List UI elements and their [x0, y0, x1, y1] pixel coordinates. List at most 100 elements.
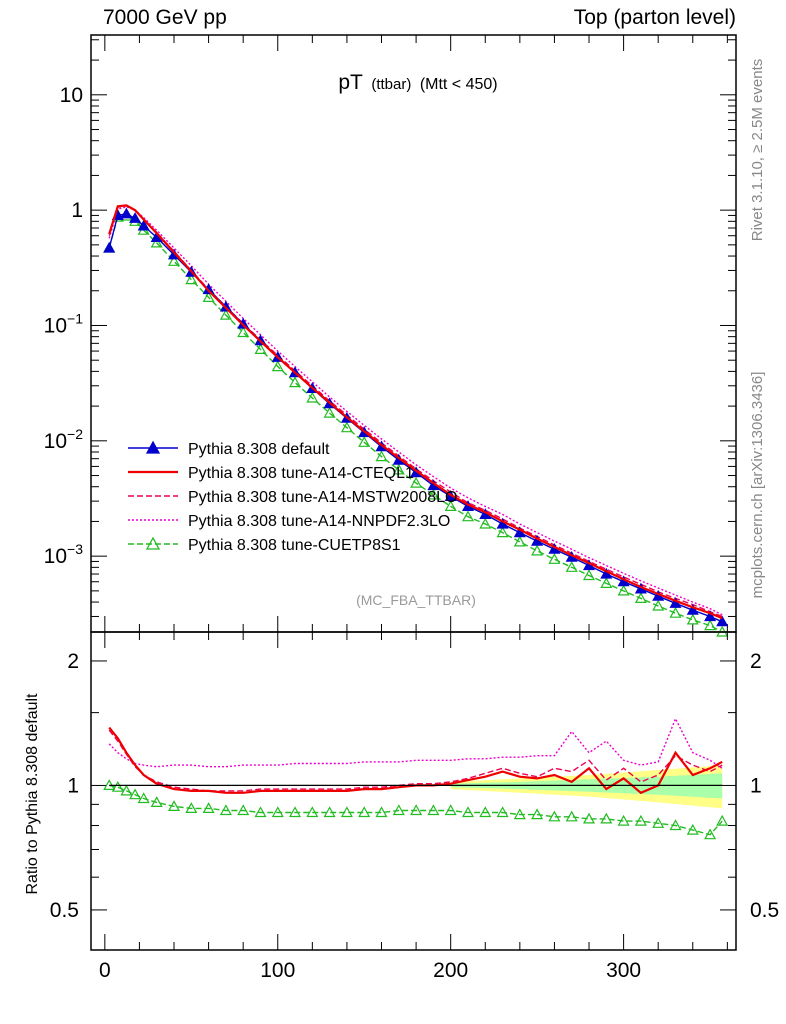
series-point-cuetp8s1: [392, 463, 405, 475]
plot-title: pT (ttbar) (Mtt < 450): [338, 71, 497, 94]
series-point-cuetp8s1: [219, 308, 232, 320]
series-point-cuetp8s1: [496, 526, 509, 538]
ratio-point-cuetp8s1: [531, 808, 544, 820]
ratio-point-cuetp8s1: [392, 804, 405, 816]
ratio-point-cuetp8s1: [111, 780, 124, 792]
legend-marker-default: [145, 440, 161, 454]
series-point-cuetp8s1: [617, 584, 630, 596]
main-ytick-label-base: 1: [71, 199, 83, 222]
ratio-series-group: [103, 717, 729, 840]
ratio-point-cuetp8s1: [496, 806, 509, 818]
legend: Pythia 8.308 default Pythia 8.308 tune-A1…: [128, 440, 457, 554]
series-line-nnpdf: [108, 206, 723, 616]
main-ytick-label: 10−3: [44, 541, 84, 568]
series-point-default: [137, 219, 150, 231]
ratio-ytick-label: 1: [67, 774, 79, 797]
main-ytick-label-base: 10: [44, 430, 67, 453]
series-point-cuetp8s1: [600, 577, 613, 589]
main-ytick-label: 10−2: [44, 426, 84, 453]
ratio-point-cuetp8s1: [410, 804, 423, 816]
ratio-ytick-label-right: 2: [750, 650, 762, 673]
series-point-cuetp8s1: [634, 592, 647, 604]
ratio-point-cuetp8s1: [427, 804, 440, 816]
ratio-point-cuetp8s1: [167, 800, 181, 812]
ratio-point-cuetp8s1: [358, 806, 371, 818]
legend-label-default: Pythia 8.308 default: [188, 441, 330, 458]
legend-entry-mstw: Pythia 8.308 tune-A14-MSTW2008LO: [128, 489, 457, 506]
ratio-point-cuetp8s1: [479, 806, 492, 818]
series-point-default: [686, 603, 699, 615]
ratio-xtick-label: 0: [99, 959, 111, 982]
series-line-mstw: [108, 205, 723, 618]
ratio-point-cuetp8s1: [137, 792, 150, 804]
series-point-cuetp8s1: [202, 291, 215, 302]
ratio-point-cuetp8s1: [716, 814, 729, 826]
legend-entry-cteql1: Pythia 8.308 tune-A14-CTEQL1: [128, 465, 414, 482]
ratio-point-cuetp8s1: [582, 812, 596, 824]
series-point-cuetp8s1: [410, 476, 423, 488]
ratio-point-cuetp8s1: [548, 810, 561, 822]
ratio-point-cuetp8s1: [634, 814, 647, 826]
ratio-point-cuetp8s1: [375, 806, 388, 818]
series-point-cuetp8s1: [306, 391, 319, 403]
ratio-xtick-label: 200: [433, 959, 468, 982]
ratio-xtick-label: 100: [260, 959, 295, 982]
rivet-version-label: Rivet 3.1.10, ≥ 2.5M events: [749, 59, 766, 242]
series-line-cteql1: [108, 204, 723, 620]
series-point-cuetp8s1: [548, 553, 561, 564]
main-ytick-label-exp: −3: [67, 541, 83, 557]
series-point-cuetp8s1: [582, 569, 596, 581]
series-point-cuetp8s1: [271, 360, 284, 372]
series-point-cuetp8s1: [167, 255, 181, 266]
series-point-cuetp8s1: [565, 561, 578, 572]
series-point-cuetp8s1: [652, 599, 665, 611]
header-left: 7000 GeV pp: [103, 6, 227, 29]
ratio-point-cuetp8s1: [202, 802, 215, 814]
ratio-point-cuetp8s1: [340, 806, 353, 818]
ratio-ytick-label: 2: [67, 650, 79, 673]
mcplots-credit-label: mcplots.cern.ch [arXiv:1306.3436]: [749, 372, 766, 599]
ratio-point-cuetp8s1: [461, 806, 475, 818]
header-right: Top (parton level): [573, 6, 736, 29]
ratio-point-cuetp8s1: [323, 806, 336, 818]
series-point-default: [716, 615, 729, 627]
ratio-point-cuetp8s1: [565, 810, 578, 822]
series-point-cuetp8s1: [427, 488, 440, 500]
series-point-default: [129, 212, 142, 223]
main-panel: pT (ttbar) (Mtt < 450) (MC_FBA_TTBAR) 10…: [44, 34, 737, 637]
legend-label-cuetp8s1: Pythia 8.308 tune-CUETP8S1: [188, 537, 401, 554]
ratio-point-cuetp8s1: [219, 804, 232, 816]
series-point-cuetp8s1: [288, 376, 302, 388]
legend-label-nnpdf: Pythia 8.308 tune-A14-NNPDF2.3LO: [188, 513, 450, 530]
legend-entry-cuetp8s1: Pythia 8.308 tune-CUETP8S1: [128, 536, 401, 554]
ratio-ytick-label-right: 0.5: [750, 899, 779, 922]
ratio-line-cteql1: [108, 726, 723, 795]
main-ytick-label-base: 10: [44, 314, 67, 337]
ratio-ytick-label: 0.5: [50, 899, 79, 922]
series-point-cuetp8s1: [185, 273, 198, 285]
main-ytick-label: 10: [60, 84, 83, 107]
ratio-ytick-label-right: 1: [750, 774, 762, 797]
ratio-point-cuetp8s1: [120, 784, 133, 796]
ratio-ylabel: Ratio to Pythia 8.308 default: [24, 693, 41, 895]
legend-entry-nnpdf: Pythia 8.308 tune-A14-NNPDF2.3LO: [128, 513, 450, 530]
series-point-cuetp8s1: [704, 619, 717, 631]
main-series-group: [103, 204, 729, 637]
ratio-xtick-label: 300: [606, 959, 641, 982]
series-point-cuetp8s1: [479, 517, 492, 529]
series-point-cuetp8s1: [323, 406, 336, 418]
ratio-point-cuetp8s1: [129, 788, 142, 800]
series-point-cuetp8s1: [150, 236, 163, 248]
series-point-default: [704, 610, 717, 622]
series-point-cuetp8s1: [254, 343, 267, 354]
ratio-axes: 0.5 0.5 1 1 2 2 0 100 200 300: [50, 632, 779, 982]
legend-entry-default: Pythia 8.308 default: [128, 440, 330, 458]
series-point-cuetp8s1: [375, 450, 388, 462]
ratio-point-cuetp8s1: [704, 828, 717, 840]
title-sub: (ttbar): [371, 76, 411, 93]
legend-label-cteql1: Pythia 8.308 tune-A14-CTEQL1: [188, 465, 414, 482]
ratio-point-cuetp8s1: [669, 819, 682, 831]
main-ytick-label-base: 10: [44, 545, 67, 568]
series-point-cuetp8s1: [531, 544, 544, 556]
